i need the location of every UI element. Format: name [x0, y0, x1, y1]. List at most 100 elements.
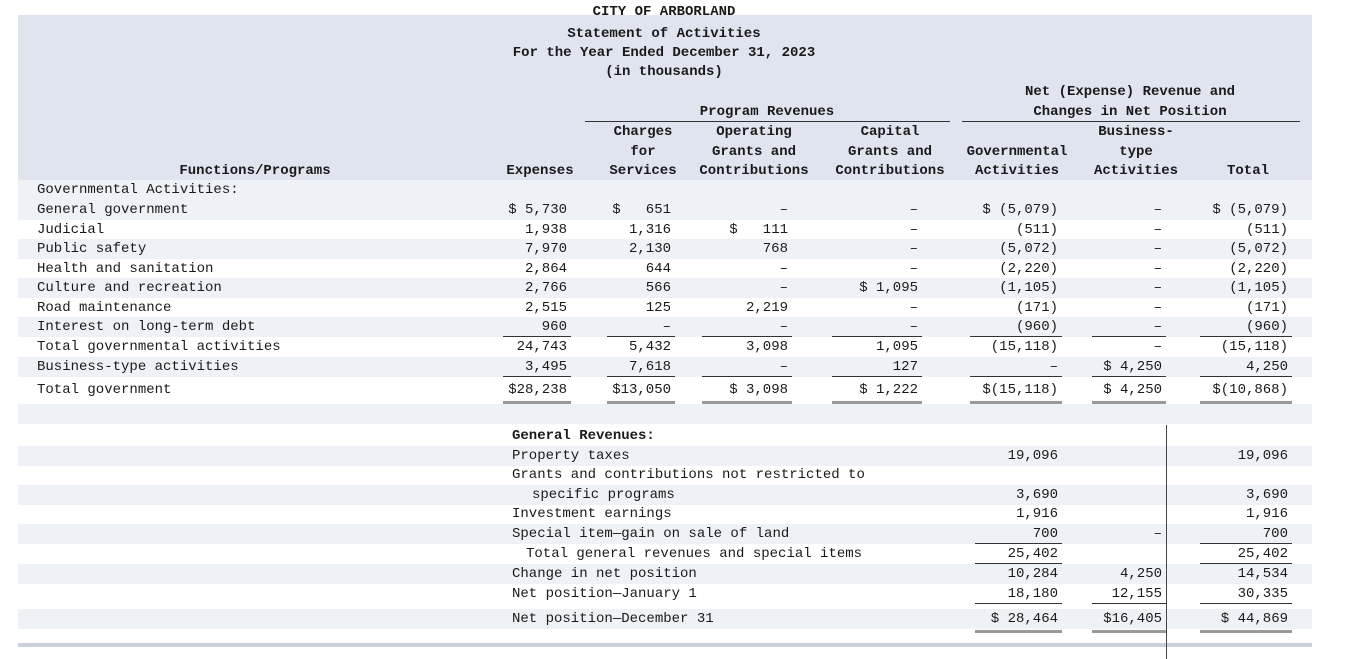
- cell: $16,405: [1103, 611, 1162, 627]
- cell: –: [779, 319, 788, 335]
- rule: [1200, 336, 1292, 337]
- row-stripe: [18, 404, 1312, 424]
- cell: (171): [1245, 299, 1288, 316]
- rule: [1092, 401, 1166, 404]
- row-label: General government: [37, 202, 189, 218]
- column-header: for: [630, 143, 656, 160]
- cell: –: [1153, 202, 1162, 218]
- row-label: Total general revenues and special items: [526, 546, 863, 562]
- cell: –: [909, 202, 918, 218]
- cell: –: [909, 319, 918, 335]
- cell: 25,402: [1237, 546, 1288, 562]
- column-header: Activities: [1093, 163, 1178, 179]
- cell: 2,130: [628, 241, 671, 257]
- cell: –: [779, 358, 788, 375]
- cell: –: [909, 260, 918, 277]
- rule: [970, 401, 1062, 404]
- cell: –: [909, 241, 918, 257]
- rule: [832, 401, 922, 404]
- cell: –: [779, 260, 788, 277]
- cell: 960: [541, 319, 567, 335]
- rule: [607, 336, 675, 337]
- cell: 12,155: [1111, 586, 1162, 602]
- cell: 30,335: [1237, 586, 1288, 602]
- cell: –: [1049, 358, 1058, 375]
- cell: –: [779, 280, 788, 296]
- cell: $ 28,464: [990, 611, 1058, 627]
- cell: –: [1153, 221, 1162, 238]
- cell: 125: [645, 299, 671, 316]
- column-header: Grants and: [711, 143, 796, 160]
- rule: [975, 543, 1062, 544]
- row-label: Net position—December 31: [512, 611, 714, 627]
- cell: $28,238: [508, 382, 567, 398]
- cell: $ 3,098: [729, 382, 788, 398]
- cell: 18,180: [1007, 586, 1058, 602]
- column-header: Business-: [1098, 124, 1174, 140]
- rule: [702, 336, 792, 337]
- rule: [1092, 603, 1166, 604]
- cell: (2,220): [999, 260, 1058, 277]
- period: For the Year Ended December 31, 2023: [512, 45, 816, 61]
- row-label: Investment earnings: [512, 506, 672, 522]
- cell: 3,690: [1245, 487, 1288, 503]
- row-stripe: [18, 609, 1312, 629]
- units: (in thousands): [605, 64, 723, 80]
- cell: 127: [892, 358, 918, 375]
- rule: [702, 401, 792, 404]
- rule: [1200, 630, 1292, 633]
- row-stripe: [18, 180, 1312, 200]
- cell: 700: [1032, 526, 1058, 542]
- cell: 7,970: [524, 241, 567, 257]
- cell: –: [1153, 526, 1162, 542]
- cell: $ 1,222: [859, 382, 918, 398]
- cell: 1,316: [628, 221, 671, 238]
- row-stripe: [18, 239, 1312, 259]
- row-stripe: [18, 356, 1312, 377]
- cell: 2,219: [745, 299, 788, 316]
- rule: [1200, 603, 1292, 604]
- title: Statement of Activities: [567, 26, 761, 42]
- cell: $ (5,079): [1212, 202, 1288, 218]
- cell: –: [1153, 319, 1162, 335]
- cell: 1,916: [1245, 506, 1288, 522]
- cell: (5,072): [999, 241, 1058, 257]
- cell: –: [662, 319, 671, 335]
- rule: [503, 375, 571, 377]
- cell: –: [909, 299, 918, 316]
- column-header: Contributions: [835, 163, 945, 179]
- cell: 7,618: [628, 358, 671, 375]
- column-header: Total: [1226, 163, 1269, 179]
- rule: [1200, 563, 1292, 564]
- rule: [1092, 630, 1166, 633]
- column-header: Expenses: [506, 163, 574, 179]
- group-label: Changes in Net Position: [1033, 104, 1227, 120]
- cell: (2,220): [1229, 260, 1288, 277]
- section-label: Governmental Activities:: [37, 182, 239, 198]
- column-header: Governmental: [966, 143, 1068, 160]
- cell: 768: [762, 241, 788, 257]
- row-stripe: [18, 485, 1312, 505]
- cell: (1,105): [999, 280, 1058, 296]
- rule: [1092, 375, 1166, 377]
- cell: (511): [1015, 221, 1058, 238]
- cell: $ 111: [729, 221, 788, 238]
- rule: [975, 563, 1062, 564]
- row-stripe: [18, 446, 1312, 466]
- cell: 19,096: [1237, 448, 1288, 464]
- column-header: Charges: [613, 124, 673, 140]
- column-header: Activities: [974, 163, 1059, 179]
- cell: (5,072): [1229, 241, 1288, 257]
- cell: 2,515: [524, 299, 567, 316]
- rule: [970, 375, 1062, 377]
- rule: [585, 121, 950, 122]
- rule: [832, 375, 922, 377]
- column-header: Operating: [716, 124, 792, 140]
- cell: –: [1153, 299, 1162, 316]
- cell: $(10,868): [1212, 382, 1288, 398]
- rule: [503, 336, 571, 337]
- column-header: Services: [609, 163, 677, 179]
- column-header: Functions/Programs: [179, 163, 331, 179]
- row-label: Interest on long-term debt: [37, 319, 256, 335]
- row-stripe: [18, 564, 1312, 584]
